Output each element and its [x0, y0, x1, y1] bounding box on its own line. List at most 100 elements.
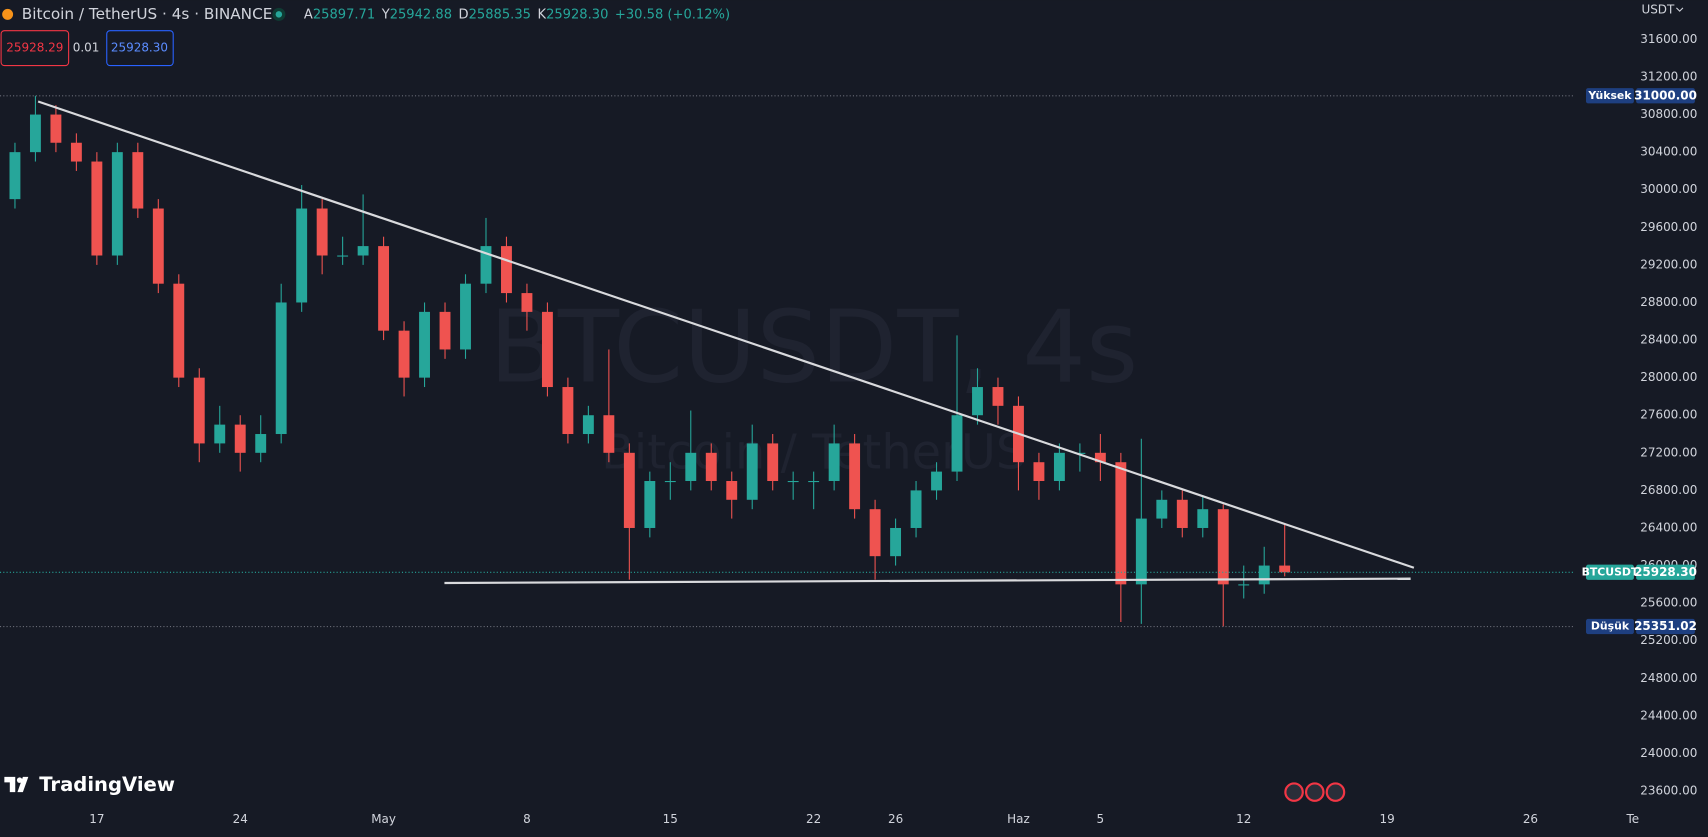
event-flag[interactable] — [1284, 782, 1304, 802]
candle-body — [9, 152, 21, 200]
candle-body — [111, 152, 123, 256]
buy-button[interactable] — [106, 30, 174, 67]
candle-body — [951, 415, 963, 472]
price-name-box — [1586, 618, 1634, 635]
candle-body — [50, 114, 62, 143]
event-flags[interactable] — [1284, 782, 1346, 802]
y-tick-label: 31600.00 — [1640, 32, 1697, 46]
candle-body — [255, 434, 267, 453]
candle-body — [746, 443, 758, 500]
event-flag[interactable] — [1304, 782, 1325, 802]
x-tick-label: 26 — [1523, 812, 1538, 826]
candle-body — [1238, 584, 1250, 586]
candle-body — [91, 161, 103, 256]
candle-body — [173, 283, 185, 378]
candle-body — [275, 302, 287, 435]
price-label: 31000.00 — [1634, 88, 1697, 102]
y-tick-label: 24400.00 — [1640, 708, 1697, 722]
x-tick-label: 8 — [523, 812, 531, 826]
sell-price[interactable]: 25928.29 — [6, 41, 63, 55]
candle-body — [357, 246, 369, 256]
price-name: Yüksek — [1587, 89, 1632, 102]
plot-area — [0, 95, 1575, 628]
y-tick-label: 30800.00 — [1640, 107, 1697, 121]
candle-body — [910, 490, 922, 528]
status-dot — [275, 11, 283, 18]
candle-body — [1053, 452, 1065, 482]
candle-body — [849, 443, 861, 510]
y-tick-label: 28400.00 — [1640, 333, 1697, 347]
y-tick-label: 30400.00 — [1640, 145, 1697, 159]
y-tick-label: 28000.00 — [1640, 370, 1697, 384]
candle-body — [582, 415, 594, 435]
candle-body — [644, 481, 656, 528]
ohlc-key: K — [537, 7, 546, 22]
event-flag[interactable] — [1325, 782, 1346, 802]
price-name-box — [1586, 564, 1634, 580]
candle-body — [480, 246, 492, 284]
candle-body — [972, 387, 983, 416]
price-label-box — [1636, 564, 1695, 580]
price-label: 25351.02 — [1634, 619, 1697, 633]
candle-body — [439, 311, 451, 350]
candle-body — [152, 208, 164, 284]
currency-menu[interactable]: USDT — [1641, 3, 1675, 17]
candle-body — [603, 415, 615, 453]
support-line[interactable] — [444, 577, 1411, 585]
price-label-box — [1636, 618, 1695, 635]
candle-body — [562, 387, 574, 435]
sell-button[interactable] — [0, 30, 70, 67]
logo-dot — [16, 777, 23, 783]
candle-body — [193, 377, 205, 444]
ohlc-value: 25928.30 — [546, 7, 608, 22]
candle-body — [1156, 499, 1168, 519]
logo-text[interactable]: TradingView — [39, 773, 175, 796]
candle-body — [1033, 462, 1045, 482]
buy-price[interactable]: 25928.30 — [111, 41, 168, 55]
candle-body — [419, 311, 430, 378]
x-tick-label: 15 — [663, 812, 678, 826]
candle-body — [29, 114, 41, 153]
logo-mark — [4, 776, 29, 793]
x-tick-label: Te — [1626, 812, 1640, 826]
price-label: 25928.30 — [1634, 565, 1697, 579]
price-name: Düşük — [1591, 620, 1630, 633]
ohlc-change: +30.58 (+0.12%) — [615, 7, 730, 22]
candle-body — [214, 424, 226, 444]
symbol-icon — [2, 8, 14, 20]
candle-body — [828, 443, 840, 482]
y-tick-label: 30000.00 — [1640, 182, 1697, 196]
y-tick-label: 27600.00 — [1640, 408, 1697, 422]
spread: 0.01 — [73, 41, 100, 55]
x-tick-label: 5 — [1097, 812, 1105, 826]
ohlc-value: 25885.35 — [469, 7, 531, 22]
x-tick-label: 12 — [1236, 812, 1251, 826]
y-tick-label: 24800.00 — [1640, 671, 1697, 685]
candle-body — [460, 283, 471, 350]
candle-body — [541, 311, 553, 388]
ohlc-value: 25897.71 — [313, 7, 375, 22]
x-tick-label: 22 — [806, 812, 821, 826]
symbol-title[interactable]: Bitcoin / TetherUS · 4s · BINANCE — [22, 5, 273, 23]
ohlc-key: Y — [381, 7, 390, 22]
candle-body — [316, 208, 328, 256]
y-tick-label: 25200.00 — [1640, 633, 1697, 647]
candle-body — [1279, 565, 1291, 573]
watermark: BTCUSDT, 4s — [489, 289, 1138, 406]
y-tick-label: 29200.00 — [1640, 257, 1697, 271]
candle-body — [234, 424, 246, 453]
candle-body — [685, 452, 697, 482]
price-name: BTCUSDT — [1582, 565, 1639, 578]
candle-body — [869, 509, 881, 557]
candle-body — [501, 246, 512, 294]
ohlc-key: A — [304, 7, 313, 22]
x-tick-label: May — [371, 812, 396, 826]
candle-body — [378, 246, 390, 331]
candle-body — [664, 481, 676, 483]
candle-body — [296, 208, 308, 303]
y-tick-label: 23600.00 — [1640, 784, 1697, 798]
y-tick-label: 28800.00 — [1640, 295, 1697, 309]
trend-line[interactable] — [37, 100, 1415, 569]
